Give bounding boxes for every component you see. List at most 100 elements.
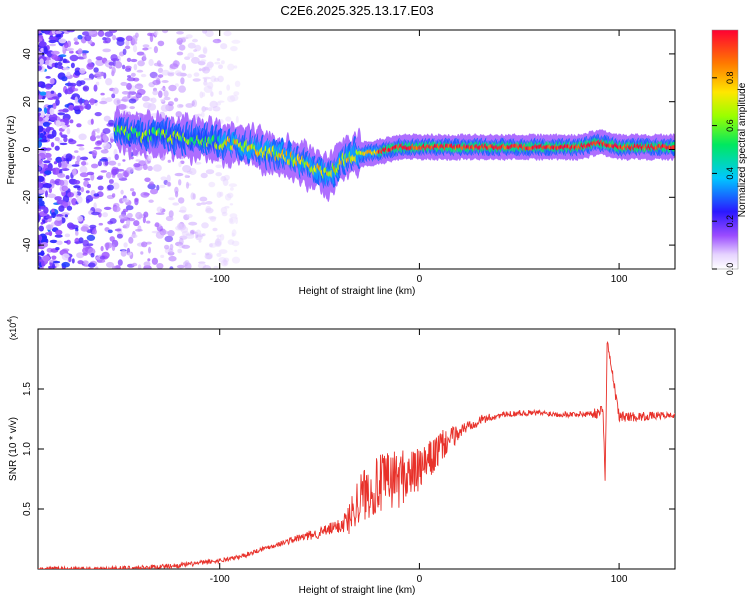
heatmap-speckle: [104, 160, 109, 166]
heatmap-speckle: [88, 30, 97, 35]
heatmap-speckle: [127, 75, 132, 78]
heatmap-speckle: [205, 169, 215, 175]
heatmap-speckle: [184, 260, 190, 266]
heatmap-speckle: [174, 97, 179, 102]
heatmap-speckle: [135, 159, 141, 162]
heatmap-speckle: [216, 234, 222, 238]
heatmap-speckle: [77, 48, 83, 55]
heatmap-speckle: [50, 90, 55, 94]
heatmap-speckle: [93, 146, 102, 150]
heatmap-speckle: [215, 164, 222, 169]
heatmap-speckle: [38, 65, 42, 71]
heatmap-speckle: [118, 214, 128, 220]
heatmap-speckle: [98, 222, 104, 226]
heatmap-speckle: [68, 178, 75, 184]
heatmap-speckle: [113, 98, 122, 106]
heatmap-speckle: [76, 123, 82, 128]
heatmap-speckle: [102, 134, 108, 141]
heatmap-speckle: [231, 240, 240, 247]
heatmap-speckle: [57, 112, 65, 116]
heatmap-speckle: [96, 76, 102, 80]
heatmap-speckle: [66, 205, 73, 211]
figure-title: C2E6.2025.325.13.17.E03: [280, 3, 433, 18]
heatmap-speckle: [96, 140, 103, 145]
heatmap-speckle: [97, 185, 104, 191]
colorbar-tick-label: 0.4: [725, 167, 735, 180]
heatmap-speckle: [132, 41, 138, 45]
heatmap-speckle: [55, 156, 63, 164]
heatmap-speckle: [83, 99, 90, 106]
heatmap-speckle: [73, 37, 78, 42]
colorbar-gradient: [712, 30, 738, 269]
heatmap-speckle: [76, 155, 81, 162]
heatmap-speckle: [215, 101, 222, 106]
heatmap-speckle: [231, 39, 241, 44]
heatmap-speckle: [164, 235, 174, 243]
y-tick-label: -40: [22, 237, 33, 252]
heatmap-speckle: [142, 216, 146, 224]
heatmap-speckle: [152, 90, 159, 96]
colorbar-tick-label: 0.2: [725, 215, 735, 228]
heatmap-speckle: [148, 199, 154, 203]
heatmap-speckle: [82, 252, 88, 256]
heatmap-speckle: [213, 77, 220, 82]
heatmap-speckle: [175, 111, 183, 118]
heatmap-speckle: [58, 109, 65, 112]
heatmap-speckle: [94, 112, 102, 117]
heatmap-speckle: [47, 97, 55, 101]
heatmap-speckle: [135, 211, 143, 220]
heatmap-speckle: [84, 34, 92, 42]
heatmap-speckle: [39, 58, 44, 66]
heatmap-speckle: [167, 230, 175, 237]
heatmap-speckle: [147, 183, 156, 190]
heatmap-speckle: [201, 222, 209, 229]
heatmap-speckle: [103, 206, 112, 210]
heatmap-speckle: [180, 77, 185, 85]
colorbar-tick-label: 0.6: [725, 119, 735, 132]
heatmap-speckle: [122, 159, 126, 162]
heatmap-speckle: [43, 206, 49, 214]
heatmap-speckle: [181, 244, 191, 249]
heatmap-speckle: [129, 106, 135, 110]
heatmap-speckle: [159, 184, 166, 188]
heatmap-speckle: [218, 249, 228, 255]
heatmap-speckle: [66, 239, 71, 245]
heatmap-speckle: [198, 54, 206, 59]
heatmap-speckle: [48, 36, 57, 41]
heatmap-speckle: [216, 237, 220, 244]
heatmap-speckle: [52, 260, 61, 264]
heatmap-speckle: [198, 239, 202, 243]
heatmap-speckle: [198, 68, 202, 72]
heatmap-speckle: [223, 30, 232, 37]
heatmap-speckle: [93, 208, 102, 213]
heatmap-speckle: [93, 67, 99, 73]
heatmap-speckle: [190, 192, 195, 200]
heatmap-speckle: [120, 250, 127, 257]
heatmap-speckle: [223, 259, 228, 266]
heatmap-speckle: [55, 120, 61, 127]
heatmap-speckle: [200, 202, 207, 205]
heatmap-speckle: [45, 224, 54, 231]
heatmap-speckle: [187, 73, 192, 79]
heatmap-speckle: [146, 220, 151, 224]
x-tick-label: 100: [611, 574, 628, 585]
heatmap-speckle: [90, 118, 94, 125]
heatmap-speckle: [75, 230, 79, 236]
heatmap-speckle: [64, 214, 69, 218]
heatmap-speckle: [135, 228, 143, 232]
heatmap-speckle: [43, 47, 48, 54]
heatmap-speckle: [51, 212, 56, 219]
heatmap-speckle: [138, 160, 147, 167]
heatmap-speckle: [104, 242, 113, 249]
heatmap-speckle: [184, 174, 188, 179]
heatmap-speckle: [193, 49, 198, 52]
heatmap-speckle: [38, 214, 41, 221]
heatmap-speckle: [172, 202, 180, 206]
heatmap-speckle: [231, 256, 241, 264]
heatmap-speckle: [47, 134, 55, 139]
heatmap-speckle: [108, 119, 115, 126]
heatmap-speckle: [96, 127, 100, 134]
heatmap-speckle: [104, 31, 114, 37]
y-tick-label: 0: [22, 146, 33, 152]
heatmap-speckle: [106, 261, 114, 268]
